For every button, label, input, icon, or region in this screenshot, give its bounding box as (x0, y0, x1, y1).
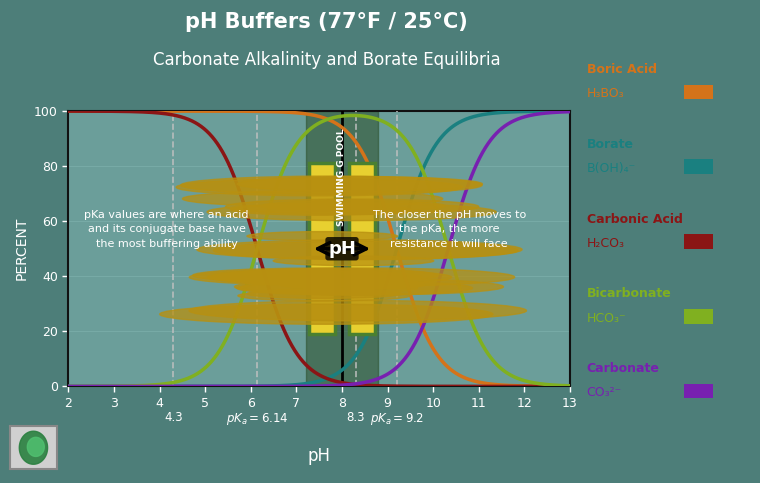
Circle shape (181, 176, 482, 194)
Circle shape (160, 304, 493, 324)
Circle shape (189, 270, 451, 285)
Circle shape (207, 203, 496, 221)
Text: The closer the pH moves to
the pKa, the more
resistance it will face: The closer the pH moves to the pKa, the … (372, 210, 526, 249)
Circle shape (212, 268, 515, 286)
Circle shape (235, 279, 503, 295)
Circle shape (237, 177, 483, 191)
Circle shape (238, 290, 410, 301)
Text: Bicarbonate: Bicarbonate (587, 287, 672, 300)
Text: Boric Acid: Boric Acid (587, 63, 657, 76)
Circle shape (176, 179, 462, 196)
Text: Borate: Borate (587, 138, 634, 151)
Text: pH: pH (308, 447, 331, 465)
Circle shape (240, 283, 418, 293)
Text: CO₃²⁻: CO₃²⁻ (587, 386, 622, 399)
Circle shape (197, 240, 522, 259)
Circle shape (282, 281, 424, 289)
Text: HCO₃⁻: HCO₃⁻ (587, 312, 626, 325)
Text: Carbonic Acid: Carbonic Acid (587, 213, 682, 226)
Text: H₃BO₃: H₃BO₃ (587, 87, 625, 100)
Circle shape (262, 200, 445, 212)
Circle shape (230, 204, 411, 215)
Circle shape (247, 231, 397, 241)
Text: Carbonate Alkalinity and Borate Equilibria: Carbonate Alkalinity and Borate Equilibr… (153, 51, 501, 69)
Text: $pK_a = 9.2$: $pK_a = 9.2$ (369, 411, 424, 427)
Y-axis label: PERCENT: PERCENT (14, 217, 29, 281)
Bar (306, 111, 378, 386)
Text: 8.3: 8.3 (347, 411, 365, 424)
Polygon shape (27, 437, 44, 456)
Text: 4.3: 4.3 (164, 411, 182, 424)
Text: B(OH)₄⁻: B(OH)₄⁻ (587, 162, 636, 175)
Polygon shape (19, 431, 48, 464)
Text: $pK_a = 6.14$: $pK_a = 6.14$ (226, 411, 289, 427)
Circle shape (236, 281, 473, 295)
Text: pKa values are where an acid
and its conjugate base have
the most buffering abil: pKa values are where an acid and its con… (84, 210, 249, 249)
Circle shape (274, 256, 434, 266)
Text: Carbonate: Carbonate (587, 362, 660, 375)
Circle shape (192, 268, 438, 283)
Text: H₂CO₃: H₂CO₃ (587, 237, 625, 250)
Circle shape (189, 300, 527, 321)
Circle shape (207, 270, 421, 284)
Circle shape (182, 191, 443, 207)
Circle shape (226, 199, 479, 214)
Text: pH: pH (328, 240, 356, 258)
Bar (309, 163, 335, 334)
Text: SWIMMING G POOL: SWIMMING G POOL (337, 128, 347, 226)
Bar (349, 163, 375, 334)
Circle shape (214, 241, 518, 259)
Circle shape (247, 289, 401, 298)
Text: pH Buffers (77°F / 25°C): pH Buffers (77°F / 25°C) (185, 12, 468, 32)
